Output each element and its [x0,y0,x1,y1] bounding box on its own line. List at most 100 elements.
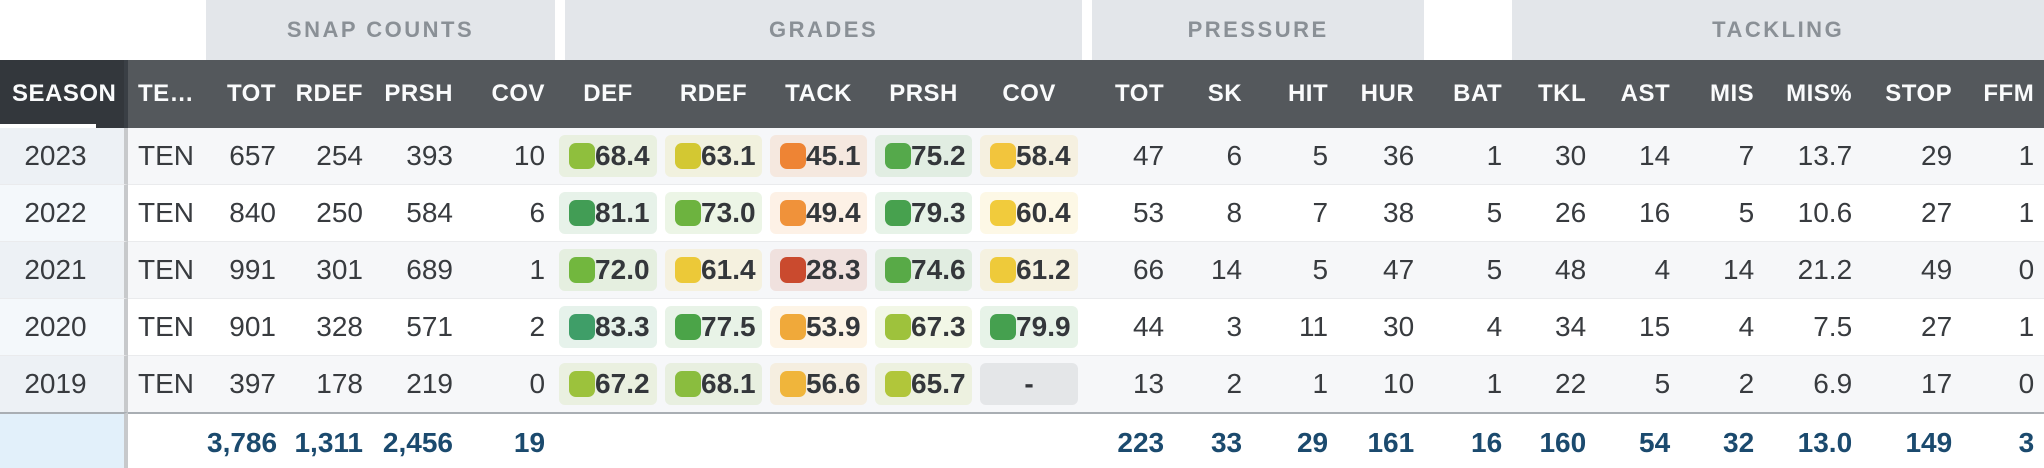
col-header-grade-cov[interactable]: COV [976,60,1083,128]
snap-count-cell-3: 2 [463,299,556,356]
grade-color-square-icon [780,200,807,226]
grade-cell-3: 75.2 [871,128,977,185]
tackling-cell-0: 48 [1512,242,1597,299]
col-header-snap-prsh[interactable]: PRSH [373,60,463,128]
tackling-cell-4: 27 [1862,185,1963,242]
band-tackling: TACKLING [1512,0,2044,60]
tackling-cell-2: 14 [1680,242,1765,299]
totals-snap-prsh: 2,456 [373,412,463,468]
col-header-grade-def[interactable]: DEF [555,60,662,128]
grade-color-square-icon [675,200,702,226]
totals-grade-prsh [871,412,977,468]
season-cell: 2019 [0,356,128,412]
grade-cell-3: 79.3 [871,185,977,242]
totals-snap-rdef: 1,311 [286,412,373,468]
col-header-pressure-sk[interactable]: SK [1174,60,1253,128]
grade-value: 81.1 [595,197,650,228]
col-header-grade-rdef[interactable]: RDEF [661,60,767,128]
totals-pressure-hur: 161 [1338,412,1425,468]
table-row: 2020 TEN 901 328 571 2 83.3 77.5 53.9 67.3 79.9 44 3… [0,299,2044,356]
col-header-grade-prsh[interactable]: PRSH [871,60,977,128]
totals-row: 3,786 1,311 2,456 19 223 33 29 161 16 16… [0,412,2044,468]
col-header-snap-tot[interactable]: TOT [206,60,286,128]
grade-cell-4: 79.9 [976,299,1083,356]
col-header-pressure-hur[interactable]: HUR [1338,60,1425,128]
col-header-tackling-tkl[interactable]: TKL [1512,60,1597,128]
band-spacer-left [0,0,206,60]
snap-count-cell-2: 571 [373,299,463,356]
tackling-cell-1: 15 [1596,299,1681,356]
tackling-cell-1: 5 [1596,356,1681,412]
grade-value: 53.9 [806,311,861,342]
pressure-cell-1: 2 [1174,356,1253,412]
grade-pill: 72.0 [559,249,658,291]
col-header-tackling-ast[interactable]: AST [1596,60,1681,128]
table-row: 2023 TEN 657 254 393 10 68.4 63.1 45.1 75.2 58.4 47… [0,128,2044,185]
snap-count-cell-0: 397 [206,356,286,412]
col-header-pressure-bat[interactable]: BAT [1424,60,1513,128]
tackling-cell-2: 5 [1680,185,1765,242]
totals-tackling-stop: 149 [1862,412,1963,468]
grade-cell-3: 74.6 [871,242,977,299]
grade-pill: 81.1 [559,192,658,234]
grade-cell-1: 68.1 [661,356,767,412]
tackling-cell-0: 26 [1512,185,1597,242]
col-header-tackling-mis[interactable]: MIS [1680,60,1765,128]
tackling-cell-5: 1 [1962,128,2044,185]
grade-color-square-icon [990,257,1017,283]
table-row: 2019 TEN 397 178 219 0 67.2 68.1 56.6 65.7-13 2 1 10… [0,356,2044,412]
col-header-season[interactable]: SEASON [0,60,128,128]
tackling-cell-5: 1 [1962,299,2044,356]
pressure-cell-0: 47 [1082,128,1175,185]
grade-pill: 58.4 [980,135,1079,177]
tackling-cell-0: 30 [1512,128,1597,185]
col-header-snap-rdef[interactable]: RDEF [286,60,373,128]
tackling-cell-2: 7 [1680,128,1765,185]
grade-value: 67.2 [595,368,650,399]
grade-cell-4: 60.4 [976,185,1083,242]
grade-color-square-icon [569,143,596,169]
grade-cell-0: 83.3 [555,299,662,356]
tackling-cell-5: 0 [1962,242,2044,299]
grade-value: 45.1 [806,140,861,171]
grade-color-square-icon [885,371,912,397]
col-header-pressure-hit[interactable]: HIT [1252,60,1339,128]
season-cell: 2021 [0,242,128,299]
pressure-cell-4: 1 [1424,128,1513,185]
totals-tackling-mis: 32 [1680,412,1765,468]
table-row: 2022 TEN 840 250 584 6 81.1 73.0 49.4 79.3 60.4 53 8… [0,185,2044,242]
grade-pill: 77.5 [665,306,763,348]
grade-value: 49.4 [806,197,861,228]
pressure-cell-3: 36 [1338,128,1425,185]
grade-pill: 68.1 [665,363,763,405]
col-header-tackling-ffm[interactable]: FFM [1962,60,2044,128]
grade-color-square-icon [569,257,596,283]
col-header-tackling-stop[interactable]: STOP [1862,60,1963,128]
pressure-cell-3: 47 [1338,242,1425,299]
col-header-snap-cov[interactable]: COV [463,60,556,128]
col-header-pressure-tot[interactable]: TOT [1082,60,1175,128]
col-header-tackling-mis-pct[interactable]: MIS% [1764,60,1863,128]
grade-color-square-icon [990,314,1017,340]
pressure-cell-1: 6 [1174,128,1253,185]
pressure-cell-2: 1 [1252,356,1339,412]
band-snap-counts-label: SNAP COUNTS [286,17,475,42]
col-header-team[interactable]: TE… [128,60,206,128]
grade-color-square-icon [885,257,912,283]
pressure-cell-2: 11 [1252,299,1339,356]
grade-color-square-icon [675,257,702,283]
pressure-cell-2: 5 [1252,128,1339,185]
band-spacer-bat [1424,0,1513,60]
grade-color-square-icon [569,371,596,397]
grade-pill: 67.2 [559,363,658,405]
season-cell: 2022 [0,185,128,242]
snap-count-cell-3: 10 [463,128,556,185]
grade-pill: 49.4 [770,192,868,234]
group-header-row: SNAP COUNTS GRADES PRESSURE TACKLING [0,0,2044,60]
grade-color-square-icon [885,143,912,169]
col-header-grade-tack[interactable]: TACK [766,60,872,128]
grade-color-square-icon [990,200,1017,226]
grade-cell-0: 68.4 [555,128,662,185]
grade-value: 68.1 [701,368,756,399]
